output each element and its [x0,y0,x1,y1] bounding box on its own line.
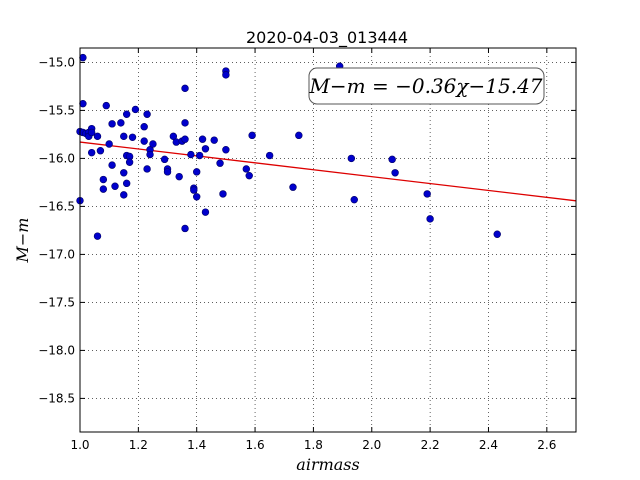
data-point [190,186,198,194]
y-tick-label: −17.0 [38,247,75,261]
axis-ticks: 1.0 1.2 1.4 1.6 1.8 2.0 2.2 2.4 2.6 −15.0 −15.5 −16… [38,48,576,452]
x-tick-label: 1.6 [246,438,265,452]
data-point [195,151,204,160]
x-tick-label: 1.0 [70,438,89,452]
data-point [122,110,131,118]
data-point [193,193,201,201]
data-point [175,172,183,181]
data-point [222,146,230,154]
data-point [388,155,396,164]
data-point [265,151,274,160]
x-tick-label: 1.4 [187,438,206,452]
data-point [181,84,189,93]
data-point [117,119,125,127]
data-point [242,165,251,173]
data-point [128,133,137,141]
x-tick-label: 2.0 [362,438,381,452]
annotation-box [308,67,545,105]
data-point [181,135,189,143]
data-point [391,169,399,177]
data-point [125,158,134,166]
x-axis-label: airmass [296,455,359,474]
y-tick-label: −18.0 [38,343,75,357]
data-point [140,137,148,145]
data-point [143,110,151,118]
data-point [193,168,201,176]
data-point [201,208,210,216]
data-point [426,215,434,223]
data-point [347,154,356,163]
y-axis-label: M−m [13,218,32,264]
data-points [76,53,501,240]
y-tick-label: −16.0 [38,151,75,165]
fit-line [79,141,577,202]
data-point [87,148,96,157]
x-tick-label: 2.4 [479,438,498,452]
data-point [248,131,256,140]
x-tick-label: 2.6 [537,438,556,452]
data-point [219,190,227,198]
data-point [131,105,140,114]
y-tick-label: −15.0 [38,55,75,69]
chart-title: 2020-04-03_013444 [246,28,408,48]
data-point [350,195,358,204]
data-point [222,71,230,79]
data-point [99,185,108,193]
y-tick-label: −17.5 [38,295,75,309]
data-point [108,161,116,169]
data-point [87,128,96,137]
data-point [149,140,157,148]
data-point [122,179,131,188]
data-point [79,53,87,62]
data-point [181,119,189,127]
data-point [111,182,119,190]
data-point [79,99,87,108]
plot-frame [79,47,577,433]
fit-line-group [79,141,577,202]
data-point [295,131,303,140]
data-point [169,132,178,141]
data-point [210,136,218,144]
data-point [102,101,110,110]
y-tick-label: −15.5 [38,103,75,117]
data-point [146,150,154,159]
data-point [160,155,169,164]
x-tick-label: 1.8 [304,438,323,452]
data-point [493,230,501,238]
data-point [96,147,105,155]
data-point [93,232,102,240]
data-point [108,120,116,128]
data-point [216,159,224,167]
data-point [245,171,253,180]
data-point [140,123,148,131]
data-point [143,165,151,173]
data-point [120,191,128,199]
data-point [201,145,210,153]
data-point [93,132,102,141]
data-point [181,224,189,233]
grid-lines [79,48,576,432]
data-point [289,183,297,191]
data-point [120,169,128,177]
data-point [99,175,108,184]
data-point [105,140,113,148]
data-point [163,168,172,176]
y-tick-label: −18.5 [38,391,75,405]
fit-equation-annotation: M−m = −0.36χ−15.47 [308,67,545,105]
data-point [198,135,207,143]
data-point [120,132,128,141]
x-tick-label: 1.2 [129,438,148,452]
data-point [423,190,431,198]
data-point [187,150,195,159]
y-tick-label: −16.5 [38,199,75,213]
x-tick-label: 2.2 [421,438,440,452]
annotation-text: M−m = −0.36χ−15.47 [308,74,542,98]
